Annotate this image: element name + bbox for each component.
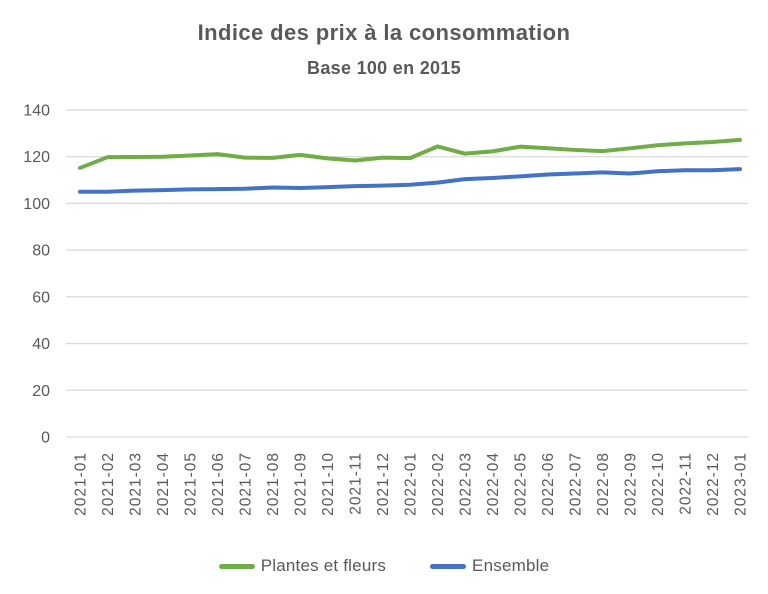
legend-label-plantes-et-fleurs: Plantes et fleurs bbox=[260, 556, 387, 575]
series-line-ensemble bbox=[78, 167, 742, 194]
x-tick-label: 2021-04 bbox=[155, 452, 172, 516]
x-tick-label: 2022-08 bbox=[595, 452, 612, 516]
x-tick-label: 2022-07 bbox=[568, 452, 585, 516]
legend-item-plantes-et-fleurs[interactable]: Plantes et fleurs bbox=[218, 556, 387, 576]
x-tick-label: 2022-06 bbox=[540, 452, 557, 516]
x-tick-label: 2022-11 bbox=[678, 452, 695, 515]
y-tick-label: 60 bbox=[32, 289, 50, 306]
x-tick-label: 2021-11 bbox=[348, 452, 365, 515]
legend-swatch-ensemble bbox=[430, 563, 467, 569]
x-tick-label: 2022-05 bbox=[513, 452, 530, 516]
chart-legend: Plantes et fleurs Ensemble bbox=[0, 556, 768, 576]
x-tick-label: 2021-05 bbox=[183, 452, 200, 516]
x-tick-label: 2022-09 bbox=[623, 452, 640, 516]
x-tick-label: 2021-09 bbox=[293, 452, 310, 516]
series-line-plantes-et-fleurs bbox=[78, 137, 742, 170]
y-tick-label: 80 bbox=[32, 243, 50, 260]
y-tick-label: 40 bbox=[32, 336, 50, 353]
x-tick-label: 2021-03 bbox=[128, 452, 145, 516]
x-tick-label: 2021-08 bbox=[265, 452, 282, 516]
y-tick-label: 0 bbox=[41, 430, 50, 447]
chart-subtitle: Base 100 en 2015 bbox=[307, 58, 461, 78]
x-tick-label: 2022-10 bbox=[650, 452, 667, 516]
y-tick-label: 120 bbox=[23, 149, 50, 166]
legend-swatch-plantes-et-fleurs bbox=[218, 563, 255, 569]
x-tick-label: 2022-04 bbox=[485, 452, 502, 516]
legend-item-ensemble[interactable]: Ensemble bbox=[430, 556, 549, 576]
legend-label-ensemble: Ensemble bbox=[472, 556, 550, 575]
y-tick-label: 20 bbox=[32, 383, 50, 400]
x-tick-label: 2021-12 bbox=[375, 452, 392, 516]
x-tick-label: 2021-10 bbox=[320, 452, 337, 516]
x-tick-label: 2023-01 bbox=[733, 452, 750, 516]
x-tick-label: 2021-01 bbox=[73, 452, 90, 516]
x-tick-label: 2022-02 bbox=[430, 452, 447, 516]
x-tick-label: 2022-01 bbox=[403, 452, 420, 516]
y-tick-label: 140 bbox=[23, 103, 50, 120]
y-tick-label: 100 bbox=[23, 196, 50, 213]
x-tick-label: 2022-12 bbox=[705, 452, 722, 516]
x-tick-label: 2021-06 bbox=[210, 452, 227, 516]
chart-title: Indice des prix à la consommation bbox=[197, 20, 571, 45]
x-tick-label: 2021-07 bbox=[238, 452, 255, 516]
x-tick-label: 2022-03 bbox=[458, 452, 475, 516]
x-tick-label: 2021-02 bbox=[100, 452, 117, 516]
